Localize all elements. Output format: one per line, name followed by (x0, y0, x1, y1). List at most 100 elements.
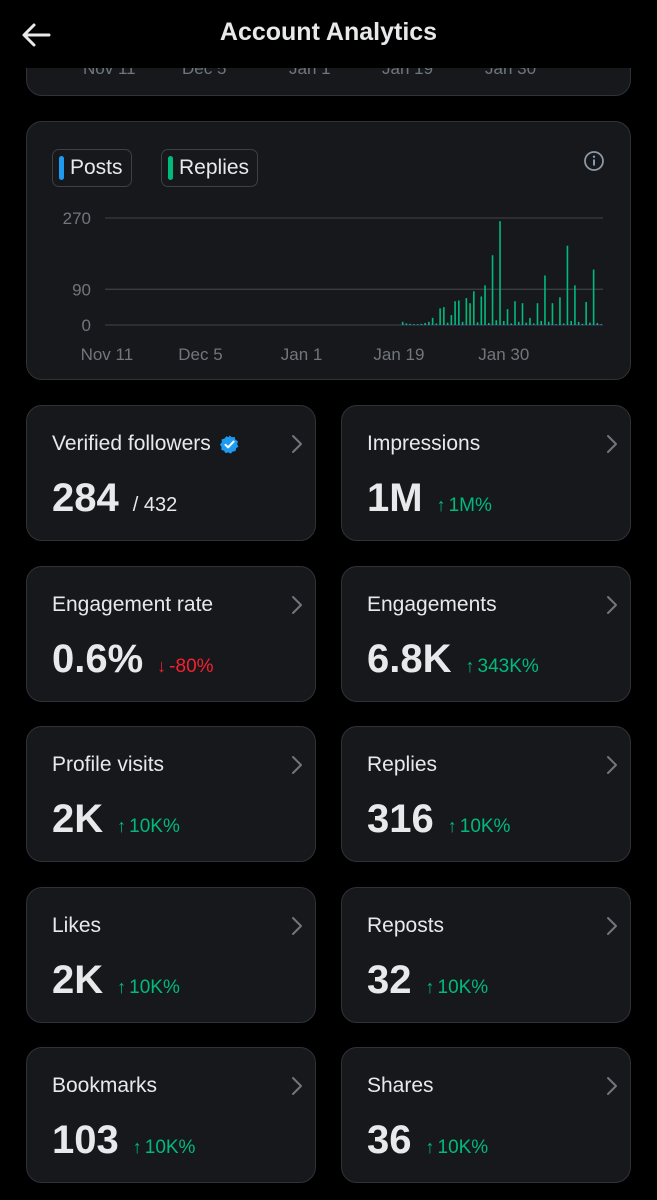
stat-change-value: 343K% (477, 656, 539, 677)
stat-value: 6.8K (367, 637, 452, 681)
page-title: Account Analytics (219, 18, 438, 46)
bar-posts (487, 324, 490, 325)
stat-value: 32 (367, 958, 412, 1002)
stat-card-engagements[interactable]: Engagements 6.8K ↑ 343K% (341, 566, 631, 702)
arrow-up-icon: ↑ (117, 816, 127, 836)
chevron-right-icon (292, 435, 302, 453)
bar-replies (431, 317, 434, 325)
bar-posts (592, 324, 595, 325)
bar-replies (521, 303, 524, 325)
stat-card-profile-visits[interactable]: Profile visits 2K ↑ 10K% (26, 726, 316, 862)
x-tick-label: Jan 30 (478, 345, 529, 364)
bar-replies (420, 323, 423, 325)
arrow-up-icon: ↑ (425, 977, 435, 997)
stat-change-value: 1M% (448, 495, 492, 516)
bar-posts (585, 324, 587, 325)
bar-posts (600, 324, 602, 325)
stat-change: ↑ 343K% (466, 656, 539, 678)
bar-replies (443, 307, 445, 325)
bar-replies (465, 298, 468, 325)
stat-card-impressions[interactable]: Impressions 1M ↑ 1M% (341, 405, 631, 541)
legend-posts-swatch (59, 156, 64, 180)
bar-replies (525, 322, 528, 325)
bar-posts (529, 324, 531, 325)
stat-label: Replies (367, 753, 438, 776)
stat-card-verified-followers[interactable]: Verified followers 284 / 432 (26, 405, 316, 541)
stat-value: 36 (367, 1118, 412, 1162)
stat-label: Engagement rate (52, 593, 214, 616)
stat-label: Verified followers (52, 432, 211, 455)
bar-replies (559, 297, 561, 325)
chevron-right-icon (607, 596, 617, 614)
arrow-up-icon: ↑ (117, 977, 127, 997)
back-button[interactable] (18, 18, 54, 52)
bar-posts (525, 324, 528, 325)
stat-label-row: Reposts (367, 914, 444, 938)
stat-total: / 432 (132, 494, 178, 516)
stat-card-shares[interactable]: Shares 36 ↑ 10K% (341, 1047, 631, 1183)
stat-value-row: 2K ↑ 10K% (52, 797, 180, 842)
bar-replies (424, 323, 426, 325)
legend-posts-chip[interactable]: Posts (52, 149, 132, 187)
bar-posts (502, 324, 505, 325)
stat-label-row: Verified followers (52, 432, 240, 456)
bar-replies (566, 245, 569, 325)
chevron-right-icon (292, 1077, 302, 1095)
bar-posts (514, 324, 516, 325)
stat-label-row: Likes (52, 914, 101, 938)
bar-replies (461, 321, 464, 325)
stat-value: 316 (367, 797, 434, 841)
arrow-up-icon: ↑ (465, 656, 475, 676)
stat-label-row: Impressions (367, 432, 480, 456)
bar-replies (469, 303, 471, 325)
bar-replies (570, 321, 572, 325)
x-tick-label: Jan 19 (373, 345, 424, 364)
arrow-up-icon: ↑ (132, 1137, 142, 1157)
stat-change-value: 10K% (437, 977, 489, 998)
chevron-right-icon (607, 917, 617, 935)
stat-value: 2K (52, 797, 104, 841)
bar-replies (484, 285, 486, 325)
bar-replies (401, 321, 404, 325)
stat-value: 103 (52, 1118, 119, 1162)
stat-label-row: Bookmarks (52, 1074, 157, 1098)
chevron-right-icon (292, 917, 302, 935)
bar-replies (435, 323, 438, 325)
stat-value-row: 32 ↑ 10K% (367, 958, 488, 1003)
bar-replies (439, 308, 441, 325)
legend-posts-label: Posts (70, 156, 123, 179)
legend-replies-chip[interactable]: Replies (161, 149, 259, 187)
bar-replies (473, 291, 475, 325)
stat-change: ↓ -80% (157, 656, 213, 678)
stat-value-row: 103 ↑ 10K% (52, 1118, 195, 1163)
bar-replies (409, 323, 411, 325)
legend-replies-swatch (168, 156, 173, 180)
y-tick-label: 90 (72, 280, 91, 299)
posts-replies-chart-card: Posts Replies 0 90 270 Nov 11 Dec 5 Jan 1 Jan … (26, 121, 631, 380)
stat-card-bookmarks[interactable]: Bookmarks 103 ↑ 10K% (26, 1047, 316, 1183)
stat-label-row: Replies (367, 753, 437, 777)
stat-card-engagement-rate[interactable]: Engagement rate 0.6% ↓ -80% (26, 566, 316, 702)
info-icon[interactable] (583, 150, 605, 172)
stat-label-row: Engagement rate (52, 593, 213, 617)
stat-change: ↑ 10K% (117, 977, 180, 999)
bar-posts (551, 324, 554, 325)
stat-value-row: 284 / 432 (52, 476, 177, 521)
stat-label-row: Engagements (367, 593, 497, 617)
bar-replies (446, 322, 449, 325)
bar-replies (547, 321, 550, 325)
bar-posts (473, 324, 475, 325)
bar-replies (536, 303, 539, 325)
bar-posts (559, 324, 561, 325)
arrow-up-icon: ↑ (425, 1137, 435, 1157)
stat-card-likes[interactable]: Likes 2K ↑ 10K% (26, 887, 316, 1023)
stat-change-value: 10K% (144, 1137, 196, 1158)
x-tick-label: Jan 1 (281, 345, 323, 364)
x-tick-label: Nov 11 (81, 345, 134, 364)
bar-replies (562, 323, 565, 325)
bar-replies (495, 320, 498, 325)
stat-change: ↑ 10K% (133, 1137, 196, 1159)
stat-card-reposts[interactable]: Reposts 32 ↑ 10K% (341, 887, 631, 1023)
bar-replies (480, 296, 483, 325)
stat-card-replies[interactable]: Replies 316 ↑ 10K% (341, 726, 631, 862)
